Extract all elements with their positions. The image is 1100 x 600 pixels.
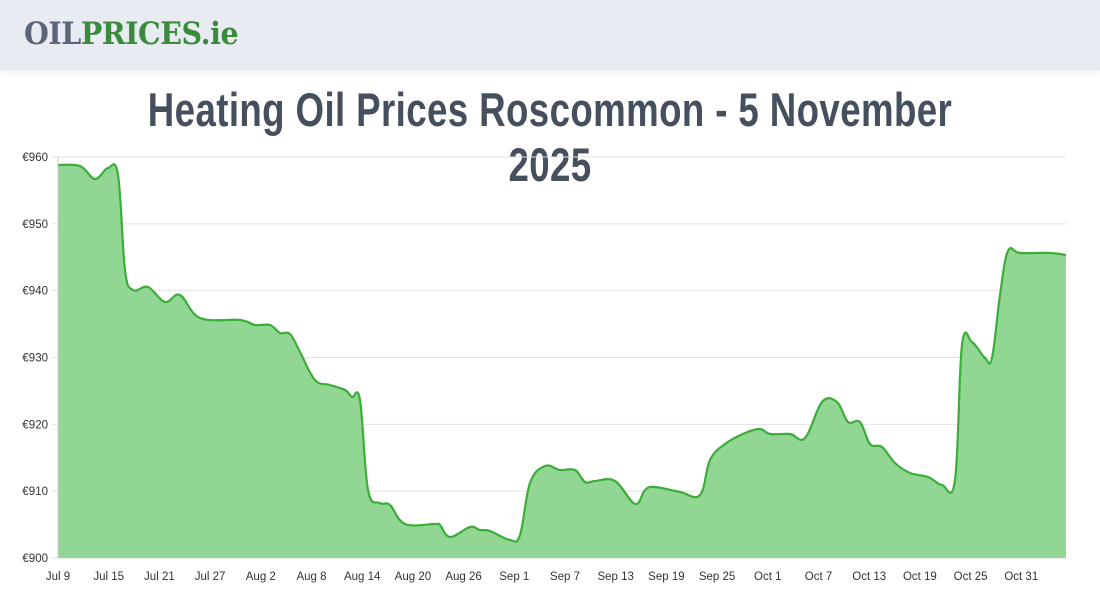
site-header: OILPRICES.ie	[0, 0, 1100, 70]
x-tick-label: Sep 25	[699, 571, 735, 583]
x-tick-label: Jul 27	[195, 571, 226, 583]
x-tick-label: Oct 31	[1004, 571, 1038, 583]
x-tick-label: Sep 1	[499, 571, 529, 583]
price-line	[57, 163, 1067, 543]
x-tick-label: Oct 13	[852, 571, 886, 583]
logo-oil-text: OIL	[24, 16, 81, 52]
y-tick-label: €930	[22, 353, 48, 365]
x-tick-label: Jul 15	[93, 571, 124, 583]
logo-prices-text: PRICES.ie	[80, 16, 239, 52]
x-tick-label: Oct 1	[754, 571, 781, 583]
x-tick-label: Aug 20	[395, 571, 431, 583]
y-tick-label: €900	[22, 553, 48, 565]
y-tick-label: €920	[22, 419, 48, 431]
y-tick-label: €910	[22, 486, 48, 498]
x-tick-label: Aug 2	[246, 571, 276, 583]
x-tick-label: Oct 25	[954, 571, 988, 583]
x-tick-label: Sep 13	[597, 571, 633, 583]
price-area-fill	[58, 164, 1066, 558]
x-axis-ticks: Jul 9 Jul 15 Jul 21 Jul 27 Aug 2 Aug 8 Aug 14 A…	[46, 571, 1038, 583]
x-tick-label: Aug 26	[445, 571, 481, 583]
x-tick-label: Aug 8	[296, 571, 326, 583]
y-axis-ticks: €960 €950 €940 €930 €920 €910 €900	[22, 152, 48, 565]
x-tick-label: Sep 19	[648, 571, 684, 583]
x-tick-label: Oct 7	[805, 571, 832, 583]
x-tick-label: Sep 7	[550, 571, 580, 583]
y-tick-label: €960	[22, 152, 48, 164]
page-title: Heating Oil Prices Roscommon - 5 Novembe…	[0, 82, 1100, 192]
page-title-text: Heating Oil Prices Roscommon - 5 Novembe…	[147, 83, 953, 191]
y-tick-label: €950	[22, 219, 48, 231]
x-tick-label: Oct 19	[903, 571, 937, 583]
x-tick-label: Jul 9	[46, 571, 70, 583]
x-tick-label: Jul 21	[144, 571, 175, 583]
site-logo[interactable]: OILPRICES.ie	[24, 16, 239, 52]
x-tick-label: Aug 14	[344, 571, 381, 583]
y-tick-label: €940	[22, 286, 48, 298]
